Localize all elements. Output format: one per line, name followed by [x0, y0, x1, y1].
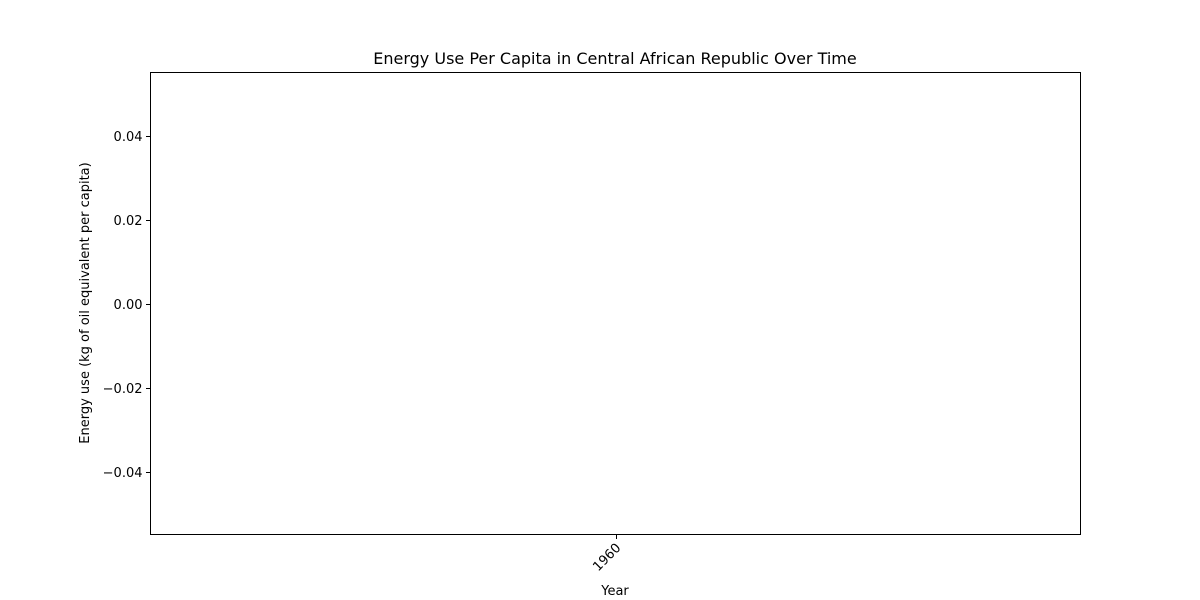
y-tick-label: 0.02 [114, 214, 143, 229]
y-axis-label: Energy use (kg of oil equivalent per cap… [78, 162, 93, 443]
x-axis-label: Year [600, 584, 629, 599]
y-tick-label: −0.02 [103, 382, 143, 397]
y-tick-label: 0.00 [114, 298, 143, 313]
y-tick-label: −0.04 [103, 466, 143, 481]
plot-area-frame [150, 72, 1081, 535]
chart-title: Energy Use Per Capita in Central African… [373, 49, 856, 68]
y-axis: 0.04 0.02 0.00 −0.02 −0.04 [103, 130, 151, 481]
y-tick-label: 0.04 [114, 130, 143, 145]
